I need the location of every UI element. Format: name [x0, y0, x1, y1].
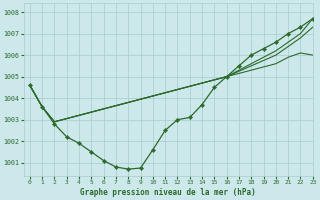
X-axis label: Graphe pression niveau de la mer (hPa): Graphe pression niveau de la mer (hPa): [80, 188, 256, 197]
